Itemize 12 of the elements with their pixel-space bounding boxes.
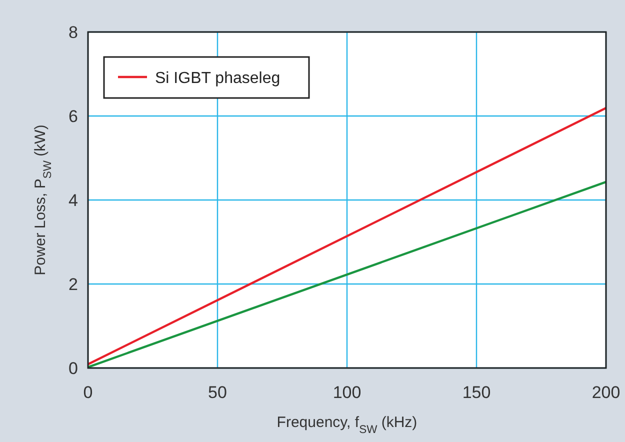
x-tick-label: 100 xyxy=(332,383,362,402)
y-tick-label: 8 xyxy=(68,23,78,42)
x-tick-label: 50 xyxy=(208,383,227,402)
x-axis-title: Frequency, f$_{SW}$ (kHz) xyxy=(276,414,418,436)
y-tick-label: 0 xyxy=(68,359,78,378)
y-tick-label: 6 xyxy=(68,107,78,126)
y-tick-label: 2 xyxy=(68,275,78,294)
x-tick-label: 200 xyxy=(592,383,620,402)
x-tick-label: 0 xyxy=(83,383,93,402)
legend-label: Si IGBT phaseleg xyxy=(155,70,280,87)
y-tick-label: 4 xyxy=(68,191,78,210)
x-tick-label: 150 xyxy=(462,383,491,402)
